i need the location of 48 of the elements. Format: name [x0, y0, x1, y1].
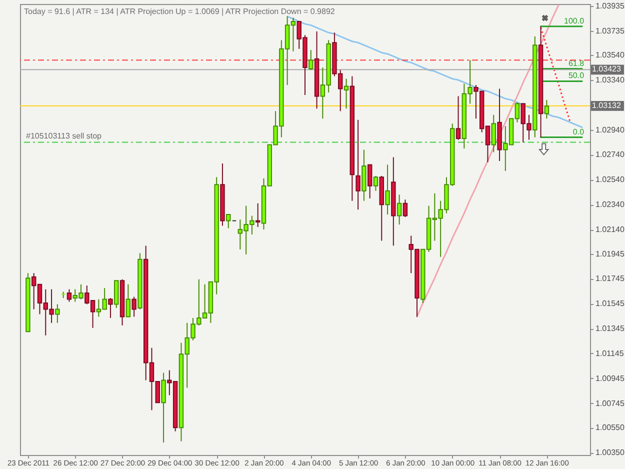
candlestick	[456, 96, 461, 140]
y-tick-label: 1.01745	[596, 274, 625, 284]
line-series	[416, 4, 560, 318]
ref-line-label: 1.03423	[592, 64, 622, 74]
candlestick	[367, 164, 372, 199]
y-tick-label: 1.03735	[596, 26, 625, 36]
candlestick	[255, 202, 260, 228]
y-tick-label: 1.00745	[596, 398, 625, 408]
candlestick	[402, 199, 408, 218]
y-tick-label: 1.01345	[596, 324, 625, 334]
y-tick-label: 1.01545	[596, 299, 625, 308]
series-label: 0.0	[572, 127, 585, 136]
ref-line-label: 1.03132	[592, 100, 622, 110]
line-series	[286, 16, 583, 128]
candlestick	[344, 78, 349, 110]
candlestick	[396, 194, 402, 226]
y-tick-label: 1.00350	[596, 448, 625, 458]
series-label: 50.0	[568, 71, 585, 80]
candlestick	[356, 119, 360, 210]
candlestick	[491, 114, 496, 153]
y-tick-label: 1.03935	[596, 1, 625, 10]
candlestick	[308, 50, 314, 71]
candlestick	[114, 280, 119, 308]
candlestick	[55, 304, 60, 324]
candlestick	[161, 372, 166, 444]
y-tick-label: 1.01145	[596, 348, 624, 358]
candlestick	[126, 284, 131, 318]
y-tick-label: 1.01945	[596, 249, 625, 258]
y-tick-label: 1.02740	[596, 150, 625, 160]
candlestick	[66, 288, 72, 302]
y-tick-label: 1.02940	[596, 125, 625, 134]
series-label: 61.8	[568, 58, 585, 68]
candlestick	[373, 175, 378, 192]
candlestick	[226, 214, 231, 229]
annotation: Today = 91.6 | ATR = 134 | ATR Projection Up = 1.0069 | ATR Projection Down = 0.9892	[24, 7, 336, 16]
y-tick-label: 1.00945	[596, 374, 625, 383]
candlestick	[108, 298, 113, 318]
y-tick-label: 1.02540	[596, 175, 625, 184]
series-label: 100.0	[564, 16, 585, 26]
y-tick-label: 1.02140	[596, 225, 625, 234]
ref-line-label: #105103113 sell stop	[26, 131, 102, 140]
candlestick	[132, 296, 136, 318]
y-tick-label: 1.02340	[596, 200, 625, 210]
y-tick-label: 1.03340	[596, 75, 625, 84]
y-tick-label: 1.00550	[596, 423, 625, 432]
candlestick	[385, 164, 390, 216]
candlestick	[544, 99, 550, 120]
y-tick-label: 1.03540	[596, 50, 625, 60]
